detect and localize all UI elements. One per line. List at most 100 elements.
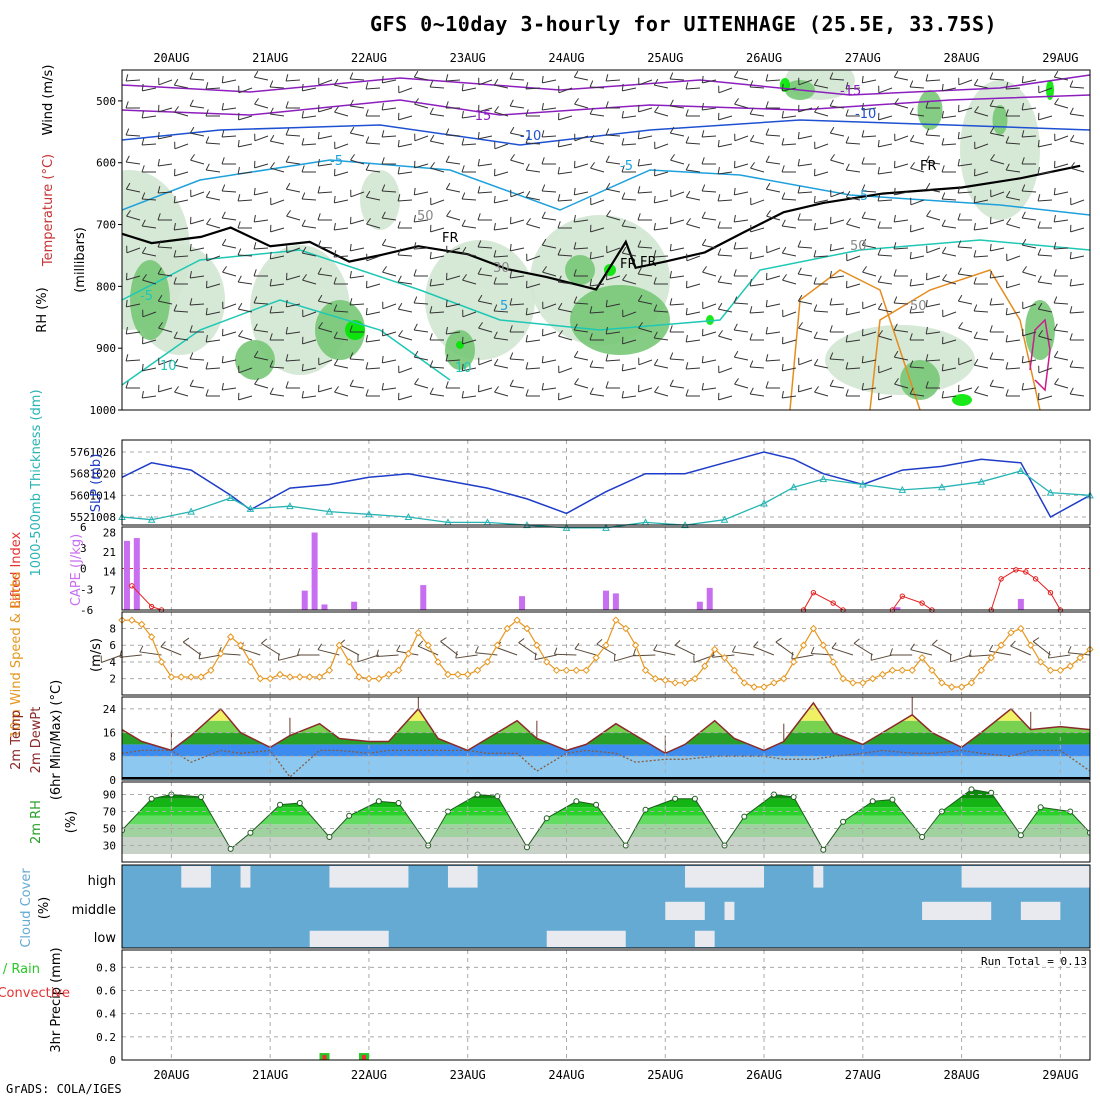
upper-wind-barb: [558, 281, 573, 285]
upper-wind-barb: [910, 283, 925, 287]
wind-barb: [969, 654, 992, 658]
upper-wind-barb: [766, 275, 781, 281]
upper-wind-barb: [414, 163, 429, 169]
upper-wind-barb: [494, 171, 509, 177]
upper-wind-barb: [382, 331, 397, 337]
wind-speed-marker: [720, 654, 729, 662]
upper-wind-barb-flag: [477, 294, 483, 302]
upper-wind-barb-flag: [478, 322, 483, 329]
upper-wind-barb-flag: [445, 381, 449, 389]
upper-wind-barb: [189, 358, 205, 361]
upper-wind-barb: [462, 395, 477, 399]
upper-wind-barb-flag: [189, 126, 195, 134]
wind-speed-marker: [829, 658, 837, 666]
upper-wind-barb-flag: [701, 130, 705, 138]
upper-wind-barb-flag: [173, 277, 177, 285]
upper-wind-barb-flag: [301, 138, 305, 146]
upper-wind-barb-flag: [718, 330, 723, 337]
upper-wind-barb: [974, 337, 989, 341]
upper-wind-barb-flag: [958, 322, 963, 329]
upper-wind-barb-flag: [989, 325, 993, 333]
label-thickness: 1000-500mb Thickness (dm): [29, 389, 44, 576]
upper-wind-barb-flag: [861, 382, 864, 391]
label-wind: Wind (m/s): [41, 65, 56, 136]
upper-wind-barb-flag: [509, 352, 514, 360]
upper-wind-barb: [494, 337, 509, 341]
upper-wind-barb: [1021, 190, 1037, 193]
wind-speed-marker: [207, 666, 215, 675]
upper-wind-barb-flag: [813, 222, 816, 231]
upper-wind-barb-flag: [621, 390, 624, 399]
upper-wind-barb: [190, 219, 205, 225]
upper-wind-barb: [462, 339, 477, 345]
precip-tick-label: 0: [109, 1054, 116, 1067]
upper-wind-barb: [414, 103, 429, 109]
upper-wind-barb: [381, 135, 397, 138]
upper-wind-barb-flag: [429, 80, 434, 88]
upper-wind-barb-flag: [285, 381, 289, 389]
upper-wind-barb: [926, 247, 941, 254]
upper-wind-barb: [974, 199, 989, 204]
upper-wind-barb: [270, 255, 285, 260]
upper-wind-barb-flag: [877, 139, 880, 147]
upper-wind-barb: [766, 331, 781, 335]
upper-wind-barb-flag: [333, 222, 336, 231]
upper-wind-barb: [910, 227, 925, 233]
upper-wind-barb: [542, 303, 557, 310]
wind-speed-marker: [671, 679, 679, 687]
date-label-bottom: 29AUG: [1042, 1068, 1078, 1082]
wind-speed-marker: [918, 654, 926, 662]
upper-wind-barb-flag: [685, 190, 691, 198]
temp-band: [122, 756, 1090, 780]
wind-barb-flag: [889, 648, 893, 656]
upper-air-panel: -15-15-10-10-5 -555-510 10FRFRFRFR50305050…: [90, 69, 1091, 417]
thickness-marker: [1046, 488, 1055, 496]
upper-wind-barb: [1005, 87, 1021, 90]
upper-wind-barb-flag: [765, 381, 769, 389]
upper-wind-barb-flag: [781, 219, 786, 227]
upper-wind-barb: [270, 167, 285, 173]
upper-wind-barb: [1006, 223, 1021, 229]
upper-wind-barb-flag: [429, 134, 435, 142]
wind-speed-marker: [1027, 641, 1035, 649]
upper-wind-barb-flag: [701, 382, 704, 391]
upper-wind-barb: [350, 159, 365, 165]
wind-speed-marker: [967, 679, 976, 687]
wind-speed-marker: [473, 666, 482, 675]
upper-wind-barb: [733, 247, 749, 250]
upper-wind-barb: [1070, 227, 1085, 233]
upper-wind-barb: [574, 76, 589, 81]
upper-wind-barb: [862, 79, 877, 84]
upper-wind-barb: [605, 134, 621, 137]
upper-wind-barb-flag: [157, 131, 160, 139]
upper-wind-barb-flag: [605, 155, 610, 163]
upper-wind-barb: [429, 311, 445, 314]
wind-speed-marker: [1017, 624, 1025, 633]
upper-wind-barb-flag: [685, 109, 689, 117]
upper-wind-barb: [190, 385, 205, 389]
upper-wind-barb: [654, 391, 669, 397]
upper-wind-barb-flag: [366, 218, 371, 225]
upper-wind-barb-flag: [717, 248, 722, 256]
wind-speed-marker: [513, 616, 521, 624]
cape-bar: [351, 601, 358, 610]
upper-wind-barb: [845, 142, 861, 145]
upper-wind-barb-flag: [621, 83, 624, 91]
wind-tick-label: 6: [109, 639, 116, 652]
upper-wind-barb: [494, 84, 509, 89]
upper-wind-barb: [990, 191, 1005, 198]
upper-wind-barb-flag: [526, 218, 531, 225]
upper-wind-barb-flag: [509, 298, 513, 306]
upper-wind-barb-flag: [509, 126, 515, 134]
upper-wind-barb: [1054, 329, 1069, 333]
upper-wind-barb: [158, 327, 173, 333]
upper-wind-barb-flag: [541, 75, 544, 83]
upper-wind-barb-flag: [749, 306, 753, 314]
upper-wind-barb-flag: [797, 240, 802, 248]
wind-barb-flag: [440, 637, 447, 642]
upper-wind-barb-flag: [269, 387, 274, 395]
upper-wind-barb-flag: [1053, 242, 1057, 250]
upper-wind-barb-flag: [429, 333, 433, 341]
upper-wind-barb: [973, 255, 989, 258]
rh-marker: [790, 794, 797, 801]
